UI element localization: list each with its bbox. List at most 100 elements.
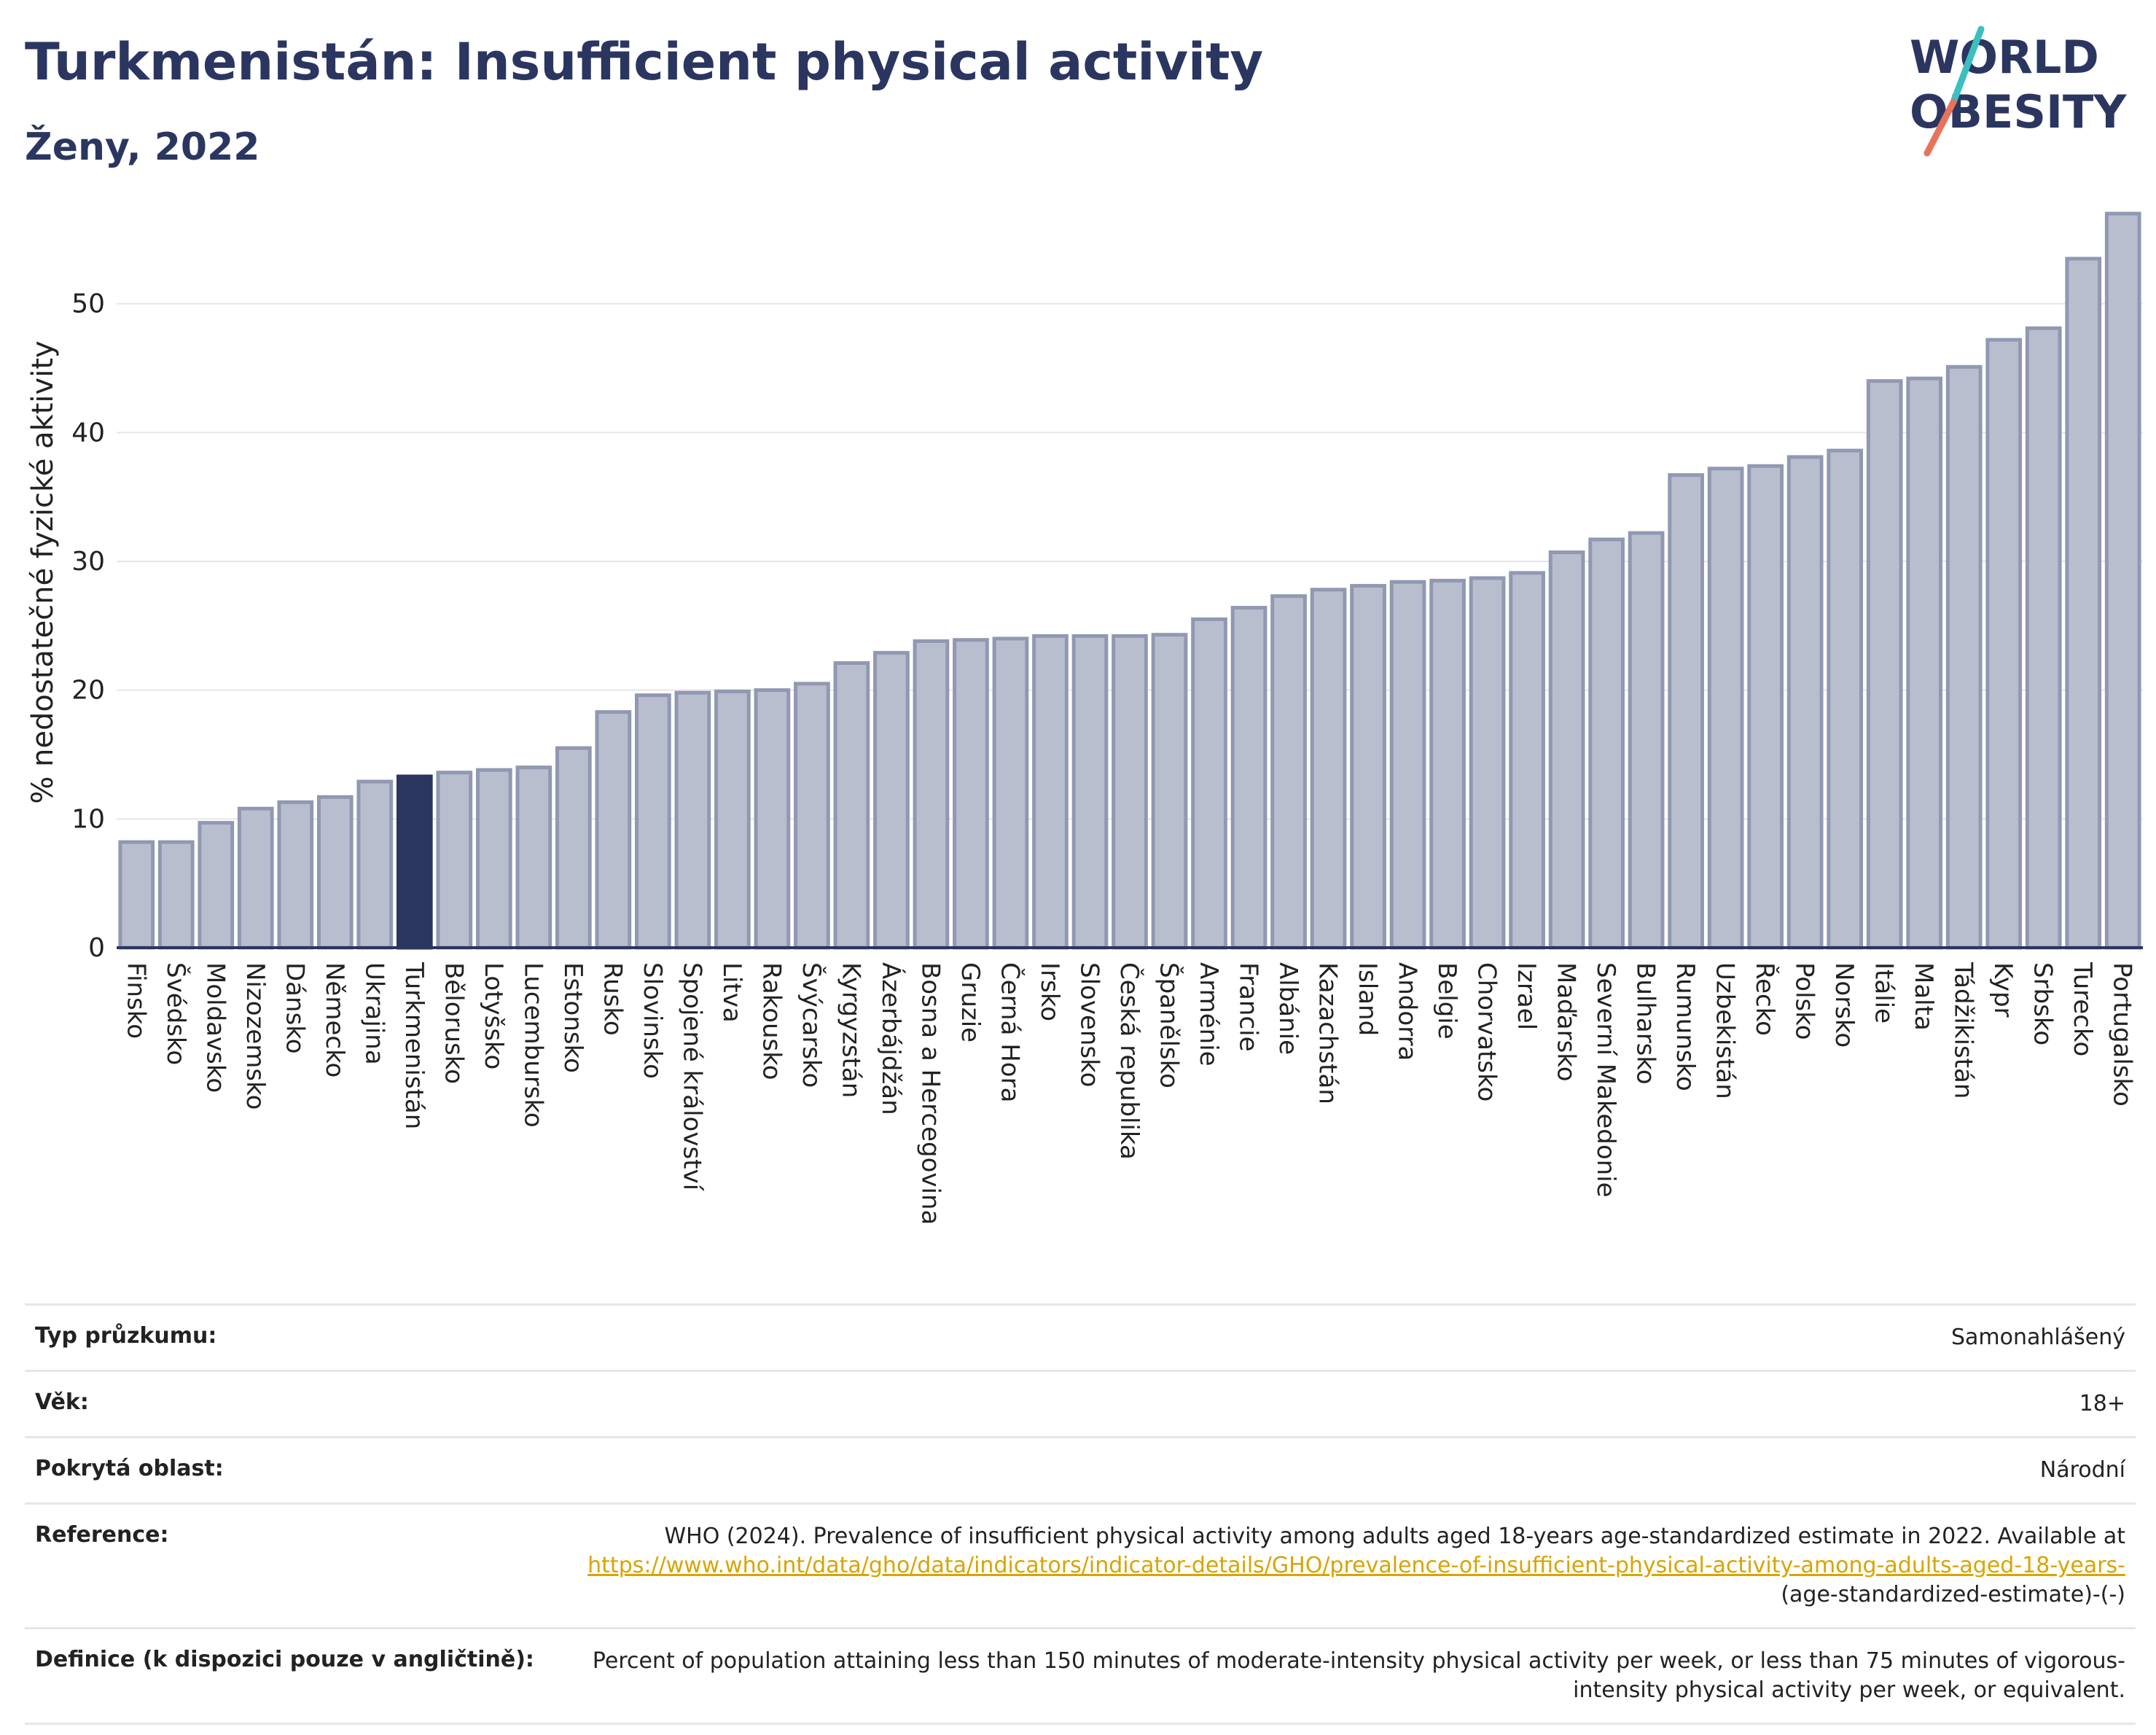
x-category-label: Bosna a Hercegovina: [915, 962, 945, 1225]
x-category-label: Albánie: [1273, 962, 1302, 1055]
bar: [1588, 537, 1625, 950]
x-category-label: Slovinsko: [638, 962, 667, 1079]
bar: [1389, 580, 1426, 950]
bar-chart: 0 10 20 30 40 50 Finsko Švédsko Moldavsko Nizoze…: [26, 211, 2143, 1225]
survey-type-value: Samonahlášený: [570, 1303, 2136, 1371]
bar: [1350, 584, 1386, 950]
x-category-labels: Finsko Švédsko Moldavsko Nizozemsko Dánsko Ně…: [121, 962, 2136, 1225]
x-category-label: Turkmenistán: [399, 962, 429, 1129]
bar: [1827, 448, 1864, 950]
bar: [1707, 467, 1744, 950]
bar: [794, 682, 830, 950]
bar: [1548, 550, 1585, 950]
x-category-label: Rakousko: [757, 962, 786, 1080]
info-row-age: Věk: 18+: [25, 1370, 2136, 1438]
reference-link[interactable]: https://www.who.int/data/gho/data/indica…: [587, 1553, 2125, 1578]
x-category-label: Finsko: [121, 962, 150, 1039]
page-title: Turkmenistán: Insufficient physical acti…: [25, 32, 1264, 92]
bar: [1469, 576, 1506, 950]
x-category-label: Ázerbájdžán: [876, 962, 906, 1115]
y-ticks: 0 10 20 30 40 50: [71, 289, 105, 963]
reference-suffix: (age-standardized-estimate)-(-): [1781, 1582, 2125, 1607]
reference-label: Reference:: [25, 1502, 570, 1629]
x-category-label: Estonsko: [558, 962, 587, 1073]
bar: [1310, 588, 1347, 950]
bar: [555, 746, 592, 950]
x-category-label: Kazachstán: [1313, 962, 1343, 1104]
x-category-label: Turecko: [2068, 962, 2097, 1056]
x-category-label: Malta: [1909, 962, 1938, 1031]
x-category-label: Kyrgyzstán: [836, 962, 865, 1098]
bar: [515, 765, 552, 950]
bar: [316, 795, 354, 950]
bar: [595, 710, 632, 950]
bar: [1429, 579, 1466, 950]
x-category-label: Německo: [320, 962, 349, 1077]
bar: [237, 806, 274, 950]
bar: [1786, 455, 1824, 950]
survey-type-label: Typ průzkumu:: [25, 1303, 570, 1371]
bar: [118, 840, 155, 950]
x-category-label: Lucembursko: [518, 962, 547, 1128]
x-category-label: Izrael: [1512, 962, 1541, 1030]
info-row-definition: Definice (k dispozici pouze v angličtině…: [25, 1627, 2136, 1725]
y-tick-label: 0: [88, 933, 105, 963]
info-row-survey-type: Typ průzkumu: Samonahlášený: [25, 1303, 2136, 1371]
bar: [1509, 571, 1545, 950]
y-tick-label: 50: [71, 289, 105, 319]
definition-value: Percent of population attaining less tha…: [570, 1627, 2136, 1725]
bar: [714, 689, 751, 950]
bar: [1230, 606, 1268, 950]
x-category-label: Řecko: [1750, 962, 1780, 1036]
bar: [157, 840, 195, 950]
bar: [1747, 464, 1784, 950]
bar: [953, 638, 989, 950]
x-category-label: Nizozemsko: [241, 962, 270, 1110]
x-category-label: Rumunsko: [1671, 962, 1700, 1091]
age-value: 18+: [570, 1370, 2136, 1438]
bar: [1151, 633, 1188, 950]
bar: [356, 779, 394, 950]
y-tick-label: 20: [71, 676, 105, 706]
x-category-label: Maďarsko: [1552, 962, 1581, 1082]
x-category-label: Lotyšsko: [479, 962, 508, 1069]
x-category-label: Tádžikistán: [1949, 962, 1978, 1099]
y-tick-label: 10: [71, 804, 105, 834]
bar: [754, 688, 791, 950]
bar: [1112, 633, 1148, 950]
x-category-label: Francie: [1234, 962, 1263, 1052]
x-category-label: Ukrajina: [359, 962, 388, 1065]
x-category-label: Švédsko: [161, 962, 191, 1065]
bar: [436, 771, 473, 950]
bar: [674, 690, 711, 950]
bars: [117, 211, 2143, 950]
x-category-label: Moldavsko: [200, 962, 230, 1093]
bar: [1032, 633, 1069, 950]
age-label: Věk:: [25, 1370, 570, 1438]
y-axis-label: % nedostatečné fyzické aktivity: [26, 340, 60, 803]
x-category-label: Itálie: [1870, 962, 1899, 1024]
x-category-label: Uzbekistán: [1711, 962, 1740, 1099]
bar: [2025, 326, 2062, 950]
logo-slash-top: [1950, 26, 1985, 106]
bar: [1985, 338, 2023, 950]
x-category-label: Bělorusko: [439, 962, 468, 1084]
reference-value: WHO (2024). Prevalence of insufficient p…: [570, 1502, 2136, 1629]
x-category-label: Chorvatsko: [1472, 962, 1501, 1102]
bar: [1668, 473, 1704, 950]
x-category-label: Srbsko: [2028, 962, 2058, 1045]
bar: [833, 661, 870, 950]
x-category-label: Norsko: [1829, 962, 1859, 1048]
coverage-value: Národní: [570, 1436, 2136, 1504]
x-category-label: Černá Hora: [995, 962, 1025, 1102]
page-subtitle: Ženy, 2022: [25, 125, 260, 169]
info-row-reference: Reference: WHO (2024). Prevalence of ins…: [25, 1502, 2136, 1629]
bar: [1191, 617, 1227, 950]
x-category-label: Dánsko: [280, 962, 309, 1054]
x-category-label: Švýcarsko: [797, 962, 827, 1088]
x-category-label: Česká republika: [1114, 962, 1144, 1160]
bar: [277, 800, 314, 950]
bar: [396, 774, 433, 950]
bar: [2065, 257, 2102, 950]
bar: [1866, 379, 1903, 950]
